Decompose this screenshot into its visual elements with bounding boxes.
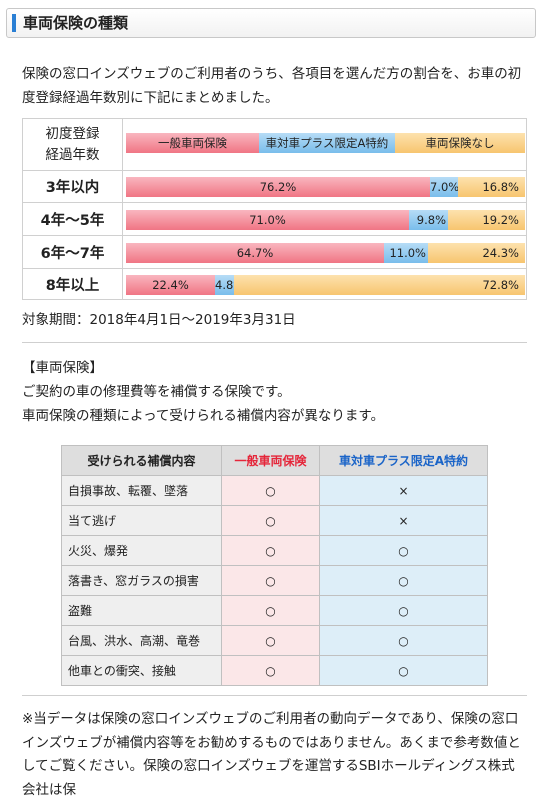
bar-no-vehicle-insurance: 19.2%	[448, 210, 525, 230]
bar-general-vehicle: 71.0%	[126, 210, 409, 230]
chart-stacked-bar: 64.7% 11.0% 24.3%	[126, 243, 525, 263]
table-row: 盗難 ○ ○	[61, 595, 488, 626]
vehicle-to-vehicle-mark: ○	[319, 535, 488, 566]
intro-text: 保険の窓口インズウェブのご利用者のうち、各項目を選んだ方の割合を、お車の初度登録…	[22, 66, 522, 106]
target-period: 対象期間：2018年4月1日～2019年3月31日	[22, 312, 296, 328]
section-line-1: ご契約の車の修理費等を補償する保険です。	[22, 384, 291, 400]
coverage-item-label: 台風、洪水、高潮、竜巻	[61, 625, 222, 656]
general-vehicle-mark: ○	[221, 655, 320, 686]
coverage-table-header: 受けられる補償内容 一般車両保険 車対車プラス限定A特約	[61, 445, 488, 476]
chart-category-label: 8年以上	[23, 269, 123, 300]
disclaimer-note: ※当データは保険の窓口インズウェブのご利用者の動向データであり、保険の窓口インズ…	[22, 711, 521, 798]
chart-category-label: 3年以内	[23, 171, 123, 202]
coverage-item-label: 火災、爆発	[61, 535, 222, 566]
bar-vehicle-to-vehicle: 9.8%	[409, 210, 448, 230]
divider-top	[22, 342, 527, 343]
general-vehicle-mark: ○	[221, 535, 320, 566]
table-row: 自損事故、転覆、墜落 ○ ×	[61, 475, 488, 506]
legend-vehicle-to-vehicle: 車対車プラス限定A特約	[259, 133, 395, 153]
page-title: 車両保険の種類	[23, 14, 129, 32]
insurance-type-chart: 初度登録経過年数 一般車両保険 車対車プラス限定A特約 車両保険なし 3年以内 7…	[22, 118, 527, 300]
bar-general-vehicle: 76.2%	[126, 177, 430, 197]
table-row: 火災、爆発 ○ ○	[61, 535, 488, 566]
vehicle-to-vehicle-mark: ×	[319, 505, 488, 536]
general-vehicle-mark: ○	[221, 505, 320, 536]
coverage-item-label: 他車との衝突、接触	[61, 655, 222, 686]
bar-vehicle-to-vehicle: 7.0%	[430, 177, 458, 197]
table-row: 落書き、窓ガラスの損害 ○ ○	[61, 565, 488, 596]
vehicle-to-vehicle-mark: ○	[319, 625, 488, 656]
bar-general-vehicle: 22.4%	[126, 275, 215, 295]
section-header: 車両保険の種類	[6, 8, 536, 38]
chart-category-label: 6年～7年	[23, 236, 123, 268]
coverage-item-label: 落書き、窓ガラスの損害	[61, 565, 222, 596]
bar-vehicle-to-vehicle: 11.0%	[384, 243, 428, 263]
general-vehicle-mark: ○	[221, 565, 320, 596]
general-vehicle-mark: ○	[221, 595, 320, 626]
chart-header-label: 初度登録経過年数	[23, 119, 123, 170]
vehicle-to-vehicle-mark: ○	[319, 565, 488, 596]
chart-row: 6年～7年 64.7% 11.0% 24.3%	[23, 236, 526, 269]
chart-row: 3年以内 76.2% 7.0% 16.8%	[23, 171, 526, 203]
chart-header-row: 初度登録経過年数 一般車両保険 車対車プラス限定A特約 車両保険なし	[23, 119, 526, 171]
table-row: 他車との衝突、接触 ○ ○	[61, 655, 488, 686]
header-accent-bar	[12, 14, 16, 32]
section-heading: 【車両保険】	[22, 360, 103, 376]
header-general-vehicle: 一般車両保険	[221, 445, 320, 476]
vehicle-insurance-section: 【車両保険】 ご契約の車の修理費等を補償する保険です。 車両保険の種類によって受…	[22, 356, 527, 428]
vehicle-to-vehicle-mark: ○	[319, 655, 488, 686]
table-row: 台風、洪水、高潮、竜巻 ○ ○	[61, 625, 488, 656]
general-vehicle-mark: ○	[221, 475, 320, 506]
chart-row: 4年～5年 71.0% 9.8% 19.2%	[23, 203, 526, 236]
chart-stacked-bar: 22.4%4.8%72.8%	[126, 275, 525, 295]
chart-stacked-bar: 71.0% 9.8% 19.2%	[126, 210, 525, 230]
bar-no-vehicle-insurance: 24.3%	[428, 243, 525, 263]
chart-stacked-bar: 76.2% 7.0% 16.8%	[126, 177, 525, 197]
bar-no-vehicle-insurance: 72.8%	[234, 275, 525, 295]
general-vehicle-mark: ○	[221, 625, 320, 656]
legend-general-vehicle: 一般車両保険	[126, 133, 259, 153]
vehicle-to-vehicle-mark: ○	[319, 595, 488, 626]
section-line-2: 車両保険の種類によって受けられる補償内容が異なります。	[22, 408, 385, 424]
header-coverage-content: 受けられる補償内容	[61, 445, 222, 476]
vehicle-to-vehicle-mark: ×	[319, 475, 488, 506]
chart-category-label: 4年～5年	[23, 203, 123, 235]
legend-no-vehicle-insurance: 車両保険なし	[395, 133, 525, 153]
bar-general-vehicle: 64.7%	[126, 243, 384, 263]
header-vehicle-to-vehicle: 車対車プラス限定A特約	[319, 445, 488, 476]
bar-vehicle-to-vehicle: 4.8%	[215, 275, 234, 295]
coverage-item-label: 当て逃げ	[61, 505, 222, 536]
chart-legend-bar: 一般車両保険 車対車プラス限定A特約 車両保険なし	[126, 133, 525, 153]
coverage-item-label: 自損事故、転覆、墜落	[61, 475, 222, 506]
divider-bottom	[22, 695, 527, 696]
coverage-table: 受けられる補償内容 一般車両保険 車対車プラス限定A特約 自損事故、転覆、墜落 ○…	[61, 445, 488, 686]
bar-no-vehicle-insurance: 16.8%	[458, 177, 525, 197]
table-row: 当て逃げ ○ ×	[61, 505, 488, 536]
coverage-item-label: 盗難	[61, 595, 222, 626]
